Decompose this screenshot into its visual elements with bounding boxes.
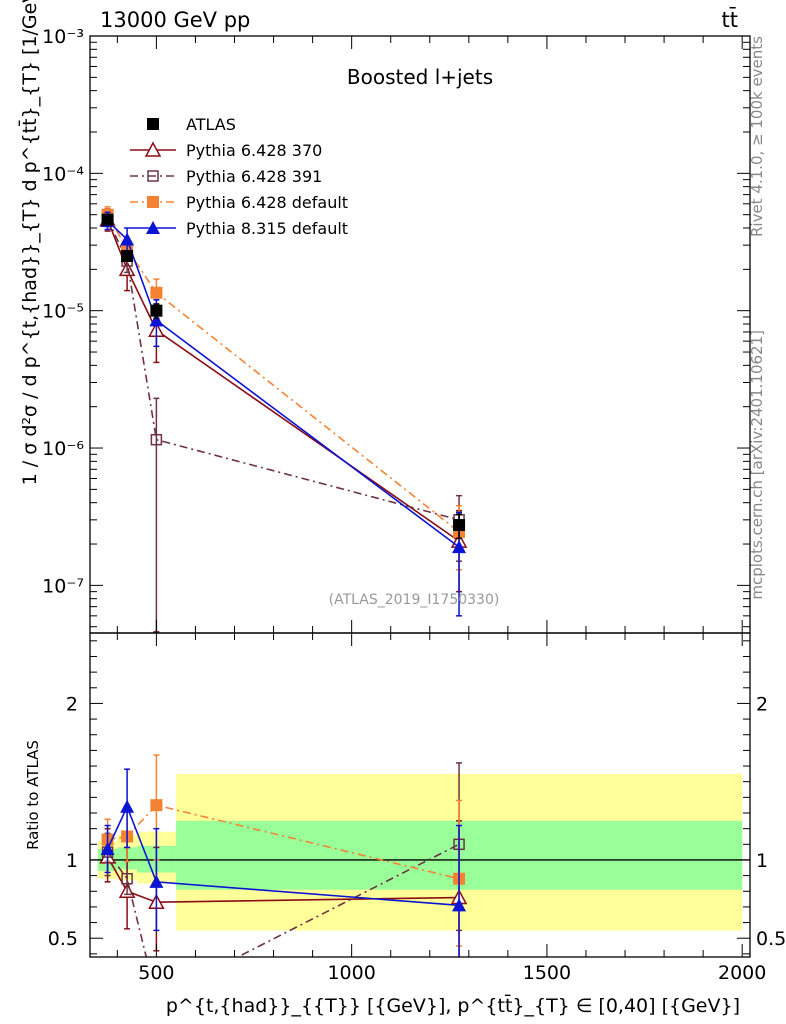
- series-line-pythia-6-428-default: [106, 214, 460, 533]
- ratio-line-pythia-6-428-391: [106, 843, 460, 957]
- ratio-y-tick-label-right: 0.5: [756, 928, 786, 950]
- data-point: [151, 993, 161, 1003]
- legend-item-pythia-6-428-391: Pythia 6.428 391: [130, 167, 322, 186]
- rivet-label: Rivet 4.1.0, ≥ 100k events: [748, 36, 766, 237]
- analysis-tag: (ATLAS_2019_I1750330): [329, 592, 500, 608]
- ratio-x-axis: 500 1000 1500 2000: [116, 633, 766, 984]
- main-y-axis: 10⁻³ 10⁻⁴ 10⁻⁵ 10⁻⁶ 10⁻⁷: [42, 26, 750, 628]
- series-pythia-6-428-370: [99, 208, 468, 593]
- ratio-line-pythia-6-428-default: [107, 804, 460, 880]
- series-line-pythia-6-428-370: [106, 219, 460, 542]
- series-line-pythia-8-315-default: [107, 220, 460, 548]
- main-plot: 10⁻³ 10⁻⁴ 10⁻⁵ 10⁻⁶ 10⁻⁷ 1 / σ d²σ / d p^{t,{…: [17, 0, 751, 634]
- legend-item-pythia-6-428-370: Pythia 6.428 370: [130, 141, 322, 160]
- data-point: [150, 799, 163, 812]
- main-plot-data: [99, 206, 468, 633]
- x-tick-label: 500: [138, 962, 174, 984]
- data-point: [452, 898, 467, 912]
- plot-title: Boosted l+jets: [347, 65, 493, 89]
- ratio-y-tick-label-right: 2: [756, 693, 768, 715]
- error-bar: [153, 397, 160, 633]
- ratio-plot: 0.5 0.5 1 1 2 2 500 1000 1500 2000 Ratio to ATLAS p…: [24, 632, 786, 1017]
- legend-label: Pythia 6.428 370: [186, 141, 322, 160]
- legend-marker: [147, 196, 159, 208]
- legend-marker: [147, 170, 159, 182]
- x-tick-label: 2000: [718, 962, 766, 984]
- data-point: [101, 213, 114, 226]
- ratio-y-axis-label: Ratio to ATLAS: [24, 740, 42, 850]
- data-point: [121, 872, 133, 885]
- y-tick-label: 10⁻⁶: [42, 438, 84, 460]
- main-y-axis-label: 1 / σ d²σ / d p^{t,{had}}_{T} d p^{tt̄}_…: [17, 0, 41, 485]
- legend: ATLAS Pythia 6.428 370 Pythia 6.428 391 Pyt…: [130, 115, 348, 238]
- ratio-y-axis: 0.5 0.5 1 1 2 2: [48, 640, 786, 955]
- x-tick-label: 1500: [523, 962, 571, 984]
- y-tick-label: 10⁻⁵: [42, 301, 84, 323]
- error-bar: [153, 980, 159, 1016]
- data-point: [100, 842, 115, 855]
- ratio-line-pythia-8-315-default: [106, 804, 460, 907]
- x-axis-label: p^{t,{had}}_{{T}} [{GeV}], p^{tt̄}_{T} ∈…: [166, 993, 740, 1017]
- ratio-line-pythia-6-428-370: [106, 856, 460, 904]
- legend-label: Pythia 6.428 default: [186, 193, 348, 212]
- y-tick-label: 10⁻⁴: [42, 163, 84, 185]
- uncertainty-bands: [97, 773, 743, 931]
- data-point: [120, 799, 135, 813]
- ratio-plot-frame: [89, 632, 751, 958]
- x-tick-label: 1000: [327, 962, 375, 984]
- ratio-plot-data: [90, 754, 750, 1016]
- series-pythia-6-428-391: [101, 209, 465, 633]
- legend-item-pythia-6-428-default: Pythia 6.428 default: [130, 193, 348, 212]
- data-point: [453, 519, 466, 532]
- data-point: [452, 540, 467, 554]
- series-atlas: [101, 213, 466, 540]
- data-point: [121, 250, 134, 263]
- data-point: [150, 304, 163, 317]
- legend-marker: [146, 221, 160, 234]
- legend-item-pythia-8-315-default: Pythia 8.315 default: [130, 219, 348, 238]
- legend-marker: [144, 141, 162, 157]
- ratio-y-tick-label: 1: [66, 850, 78, 872]
- data-point: [120, 232, 135, 246]
- main-x-ticks: [116, 36, 743, 633]
- data-point: [149, 874, 164, 888]
- data-point: [149, 313, 164, 327]
- y-tick-label: 10⁻⁷: [42, 575, 84, 597]
- source-label: mcplots.cern.ch [arXiv:2401.10621]: [748, 330, 766, 600]
- legend-label: Pythia 6.428 391: [186, 167, 322, 186]
- series-pythia-8-315-default: [100, 211, 467, 617]
- legend-label: Pythia 8.315 default: [186, 219, 348, 238]
- legend-label: ATLAS: [186, 115, 236, 134]
- ratio-y-tick-label-right: 1: [756, 850, 768, 872]
- data-point: [150, 286, 163, 299]
- ratio-y-tick-label: 2: [66, 693, 78, 715]
- energy-label: 13000 GeV pp: [100, 8, 250, 32]
- data-point: [150, 433, 163, 446]
- legend-item-atlas: ATLAS: [147, 115, 236, 134]
- ratio-y-tick-label: 0.5: [48, 928, 78, 950]
- y-tick-label: 10⁻³: [42, 26, 84, 48]
- legend-marker: [147, 118, 159, 130]
- series-line-pythia-6-428-391: [106, 218, 460, 521]
- ratio-series-pythia-8-315-default: [100, 768, 467, 957]
- process-label: tt̄: [722, 7, 738, 32]
